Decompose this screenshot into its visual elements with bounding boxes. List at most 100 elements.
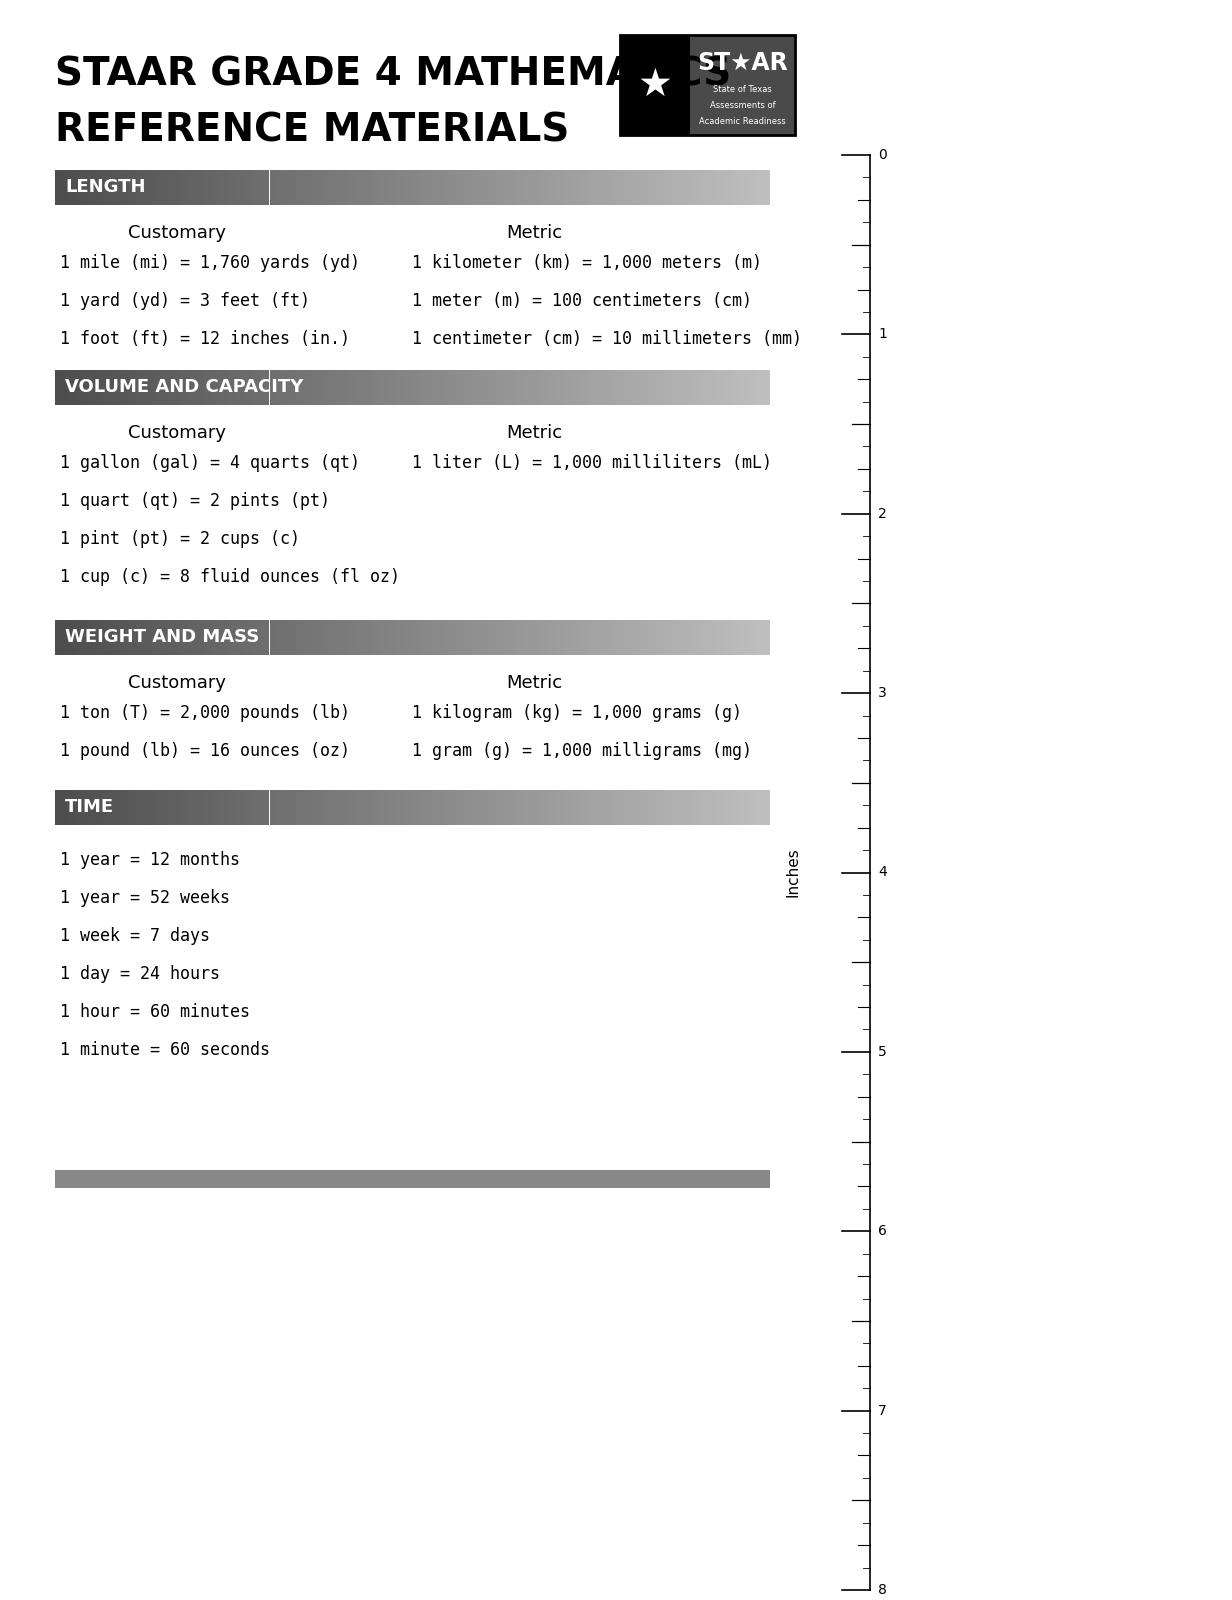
Bar	[223, 790, 227, 826]
Bar	[373, 790, 377, 826]
Bar	[573, 170, 577, 205]
Bar	[191, 370, 195, 405]
Bar	[227, 370, 230, 405]
Bar	[460, 170, 462, 205]
Bar	[283, 619, 287, 654]
Bar	[112, 619, 116, 654]
Bar	[691, 170, 695, 205]
Bar	[674, 619, 678, 654]
Bar	[424, 370, 426, 405]
Bar	[541, 170, 545, 205]
Bar	[230, 790, 234, 826]
Bar	[620, 790, 623, 826]
Bar	[349, 170, 351, 205]
Bar	[516, 170, 520, 205]
Bar	[652, 370, 655, 405]
Bar	[370, 619, 373, 654]
Bar	[291, 790, 294, 826]
Text: 2: 2	[878, 507, 887, 520]
Bar	[612, 619, 616, 654]
Bar	[362, 790, 366, 826]
Bar	[266, 370, 270, 405]
Bar	[244, 619, 248, 654]
Bar	[166, 790, 169, 826]
Bar	[723, 619, 727, 654]
Bar	[644, 619, 648, 654]
Bar	[381, 619, 384, 654]
Text: 1 quart (qt) = 2 pints (pt): 1 quart (qt) = 2 pints (pt)	[60, 493, 330, 510]
Bar	[537, 370, 541, 405]
Text: Customary: Customary	[128, 674, 225, 691]
Bar	[541, 619, 545, 654]
Bar	[573, 619, 577, 654]
Bar	[294, 370, 298, 405]
Bar	[719, 370, 723, 405]
Bar	[545, 170, 548, 205]
Bar	[227, 170, 230, 205]
Bar	[287, 170, 291, 205]
Bar	[509, 170, 513, 205]
Bar	[445, 790, 448, 826]
Bar	[351, 790, 355, 826]
Bar	[545, 619, 548, 654]
Bar	[381, 370, 384, 405]
Bar	[277, 619, 280, 654]
Bar	[326, 370, 330, 405]
Bar	[306, 790, 309, 826]
Bar	[738, 790, 742, 826]
Bar	[155, 790, 159, 826]
Bar	[84, 170, 87, 205]
Bar	[556, 370, 559, 405]
Bar	[101, 790, 105, 826]
Text: 1 yard (yd) = 3 feet (ft): 1 yard (yd) = 3 feet (ft)	[60, 291, 310, 310]
Bar	[219, 170, 223, 205]
Bar	[366, 370, 370, 405]
Bar	[606, 370, 609, 405]
Bar	[302, 790, 306, 826]
Bar	[599, 170, 602, 205]
Bar	[366, 170, 370, 205]
Bar	[255, 370, 259, 405]
Bar	[59, 370, 62, 405]
Bar	[266, 790, 270, 826]
Bar	[198, 370, 202, 405]
Bar	[620, 35, 795, 134]
Bar	[588, 370, 591, 405]
Bar	[727, 170, 731, 205]
Bar	[541, 370, 545, 405]
Bar	[298, 619, 302, 654]
Text: 1: 1	[878, 328, 887, 341]
Bar	[270, 790, 274, 826]
Bar	[580, 170, 584, 205]
Bar	[734, 619, 738, 654]
Bar	[323, 170, 326, 205]
Bar	[398, 790, 402, 826]
Bar	[498, 370, 501, 405]
Bar	[631, 170, 634, 205]
Bar	[742, 170, 745, 205]
Text: 1 foot (ft) = 12 inches (in.): 1 foot (ft) = 12 inches (in.)	[60, 330, 350, 349]
Bar	[338, 370, 341, 405]
Bar	[65, 370, 69, 405]
Bar	[602, 370, 606, 405]
Bar	[745, 790, 749, 826]
Bar	[655, 619, 659, 654]
Bar	[313, 370, 315, 405]
Bar	[520, 370, 524, 405]
Bar	[172, 790, 176, 826]
Bar	[238, 619, 241, 654]
Bar	[373, 370, 377, 405]
Bar	[230, 619, 234, 654]
Bar	[745, 170, 749, 205]
Bar	[678, 170, 680, 205]
Bar	[477, 170, 480, 205]
Bar	[644, 170, 648, 205]
Bar	[766, 619, 770, 654]
Bar	[569, 619, 573, 654]
Bar	[563, 619, 567, 654]
Bar	[208, 790, 212, 826]
Bar	[377, 619, 381, 654]
Bar	[687, 170, 691, 205]
Bar	[341, 619, 345, 654]
Bar	[112, 790, 116, 826]
